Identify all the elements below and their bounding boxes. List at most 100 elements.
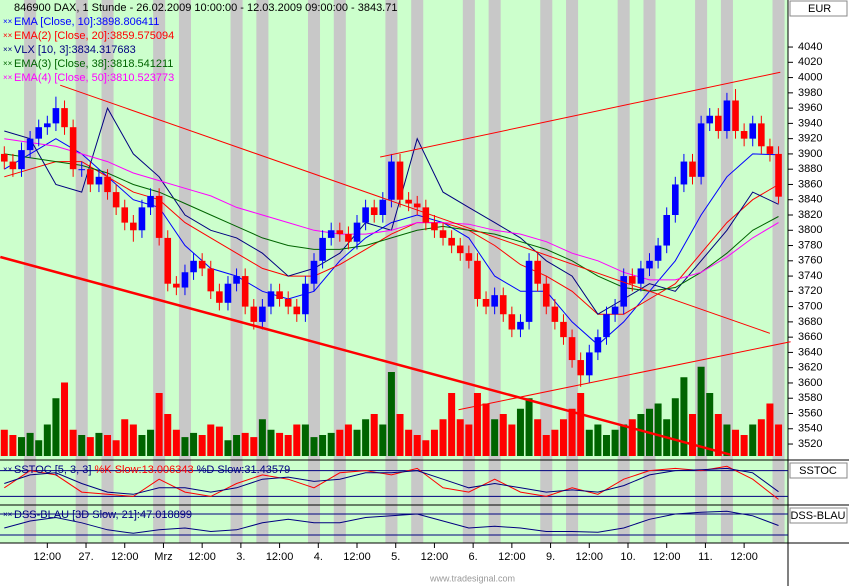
candle-body: [723, 100, 731, 132]
x-tick-label: 12:00: [730, 551, 758, 563]
volume-bar: [172, 429, 180, 456]
candle-body: [585, 352, 593, 376]
session-band: [333, 0, 346, 543]
x-tick-label: 12:00: [576, 551, 604, 563]
volume-bar: [0, 429, 8, 456]
y-tick-label: 3640: [798, 346, 822, 358]
volume-bar: [689, 414, 697, 456]
panel-legend: [3D Slow, 21]:47.018899: [72, 509, 192, 521]
volume-bar: [585, 429, 593, 456]
candle-body: [173, 283, 180, 288]
candle-body: [104, 176, 111, 193]
session-band: [540, 0, 553, 543]
volume-bar: [293, 424, 301, 456]
candle-body: [637, 268, 645, 284]
volume-bar: [147, 429, 155, 456]
volume-bar: [448, 393, 456, 456]
volume-bar: [439, 419, 447, 456]
candle-body: [69, 127, 77, 170]
session-band: [772, 0, 785, 543]
volume-bar: [602, 435, 610, 456]
volume-bar: [396, 414, 404, 456]
currency-label: EUR: [808, 3, 831, 15]
volume-bar: [370, 414, 378, 456]
candle-body: [207, 268, 215, 292]
candle-body: [388, 161, 395, 200]
volume-bar: [516, 408, 524, 456]
session-band: [256, 0, 269, 543]
legend-entry: EMA(2) [Close, 20]:3859.575094: [14, 30, 174, 42]
volume-bar: [473, 393, 481, 456]
y-tick-label: 3980: [798, 87, 822, 99]
y-tick-label: 3780: [798, 239, 822, 251]
panel-label: DSS-BLAU: [790, 510, 845, 522]
volume-bar: [757, 419, 765, 456]
candle-body: [44, 123, 51, 128]
volume-bar: [241, 432, 249, 456]
panel-title: DSS-BLAU [3D Slow, 21]:47.018899: [14, 509, 192, 521]
y-tick-label: 3800: [798, 224, 822, 236]
candle-body: [224, 283, 232, 303]
volume-bar: [611, 429, 619, 456]
candle-body: [276, 291, 283, 299]
volume-bar: [86, 437, 94, 456]
volume-bar: [258, 419, 266, 456]
volume-bar: [138, 435, 146, 456]
session-band: [101, 0, 114, 543]
candle-body: [147, 195, 154, 208]
legend-entry: EMA [Close, 10]:3898.806411: [14, 16, 159, 28]
candle-body: [654, 245, 662, 261]
x-tick-label: 4.: [314, 551, 323, 563]
volume-bar: [482, 403, 490, 456]
candle-body: [310, 260, 318, 284]
candle-body: [542, 283, 550, 307]
candle-body: [689, 161, 696, 177]
candle-body: [95, 176, 103, 185]
x-tick-label: 27.: [78, 551, 93, 563]
candle-body: [130, 222, 137, 231]
candle-body: [233, 276, 240, 284]
candle-body: [732, 100, 739, 132]
candle-body: [353, 222, 361, 242]
x-tick-label: 12:00: [498, 551, 526, 563]
y-tick-label: 3960: [798, 102, 822, 114]
volume-bar: [207, 424, 215, 456]
x-tick-label: 10.: [620, 551, 635, 563]
candle-body: [431, 222, 438, 231]
y-tick-label: 3680: [798, 316, 822, 328]
candle-body: [198, 260, 206, 269]
candle-body: [138, 207, 146, 231]
candle-body: [560, 321, 567, 338]
volume-bar: [327, 432, 335, 456]
candle-body: [568, 337, 576, 361]
candle-body: [577, 360, 584, 376]
panel-legend: %D Slow:31.43579: [197, 464, 291, 476]
volume-bar: [499, 414, 507, 456]
volume-bar: [301, 424, 309, 456]
candle-body: [715, 115, 722, 132]
candle-body: [121, 207, 129, 223]
volume-bar: [310, 437, 318, 456]
candle-body: [499, 295, 507, 315]
volume-bar: [740, 435, 748, 456]
volume-bar: [276, 432, 284, 456]
x-tick-label: 12:00: [111, 551, 139, 563]
currency-box: [789, 0, 848, 17]
y-tick-label: 3840: [798, 194, 822, 206]
candle-body: [706, 115, 714, 124]
volume-bar: [104, 435, 112, 456]
candle-body: [672, 184, 679, 215]
volume-bar: [319, 435, 327, 456]
candle-body: [35, 127, 43, 139]
volume-bar: [9, 435, 17, 456]
volume-bar: [250, 437, 258, 456]
candle-body: [1, 153, 8, 162]
volume-bar: [534, 419, 542, 456]
legend-entry: EMA(3) [Close, 38]:3818.541211: [14, 58, 173, 70]
volume-bar: [559, 419, 567, 456]
volume-bar: [422, 440, 430, 456]
panel-label-box: [789, 462, 848, 479]
watermark: www.tradesignal.com: [429, 573, 515, 583]
candle-body: [620, 276, 627, 307]
